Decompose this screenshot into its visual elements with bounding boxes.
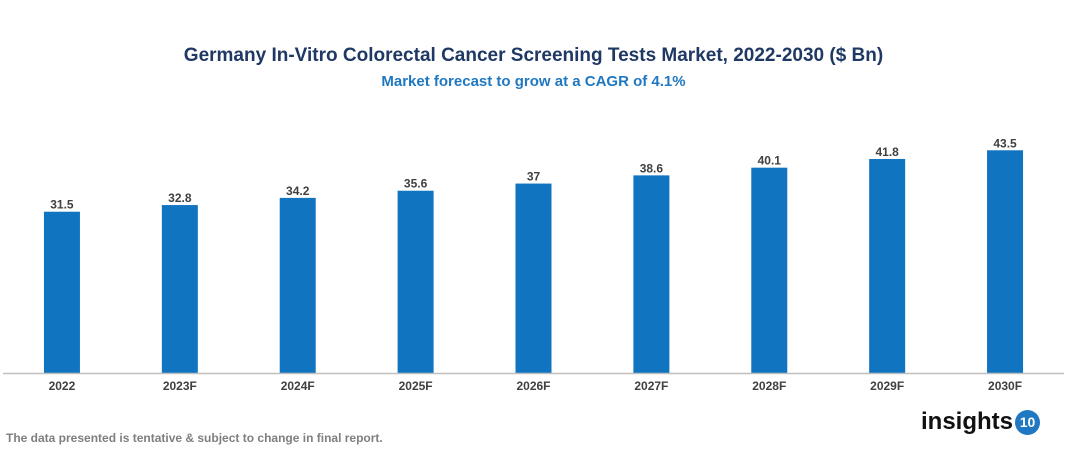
x-tick-label: 2024F bbox=[281, 379, 315, 393]
bar bbox=[751, 167, 788, 373]
x-tick-label: 2030F bbox=[988, 379, 1022, 393]
data-label: 41.8 bbox=[875, 145, 899, 159]
data-label: 35.6 bbox=[404, 177, 428, 191]
logo-badge: 10 bbox=[1015, 409, 1041, 435]
x-tick-label: 2027F bbox=[634, 379, 668, 393]
chart-title: Germany In-Vitro Colorectal Cancer Scree… bbox=[183, 45, 884, 66]
x-tick-label: 2029F bbox=[870, 379, 904, 393]
bar bbox=[43, 211, 80, 373]
bar bbox=[397, 190, 434, 373]
bar bbox=[869, 158, 906, 373]
disclaimer-note: The data presented is tentative & subjec… bbox=[6, 431, 383, 445]
x-tick-label: 2023F bbox=[163, 379, 197, 393]
chart-subtitle: Market forecast to grow at a CAGR of 4.1… bbox=[381, 73, 686, 90]
logo-text: insights bbox=[921, 408, 1014, 435]
bar bbox=[987, 150, 1024, 373]
data-label: 43.5 bbox=[993, 136, 1017, 150]
data-label: 37 bbox=[527, 170, 541, 184]
x-tick-label: 2028F bbox=[752, 379, 786, 393]
data-label: 38.6 bbox=[640, 161, 664, 175]
insights10-logo: insights 10 bbox=[921, 408, 1041, 436]
x-tick-label: 2022 bbox=[49, 379, 76, 393]
bar bbox=[161, 205, 198, 373]
data-label: 32.8 bbox=[168, 191, 192, 205]
x-tick-label: 2026F bbox=[516, 379, 550, 393]
bar bbox=[279, 197, 316, 373]
bar bbox=[633, 175, 670, 373]
data-label: 34.2 bbox=[286, 184, 310, 198]
data-label: 31.5 bbox=[50, 198, 74, 212]
data-label: 40.1 bbox=[758, 154, 782, 168]
bar bbox=[515, 183, 552, 373]
x-tick-label: 2025F bbox=[399, 379, 433, 393]
